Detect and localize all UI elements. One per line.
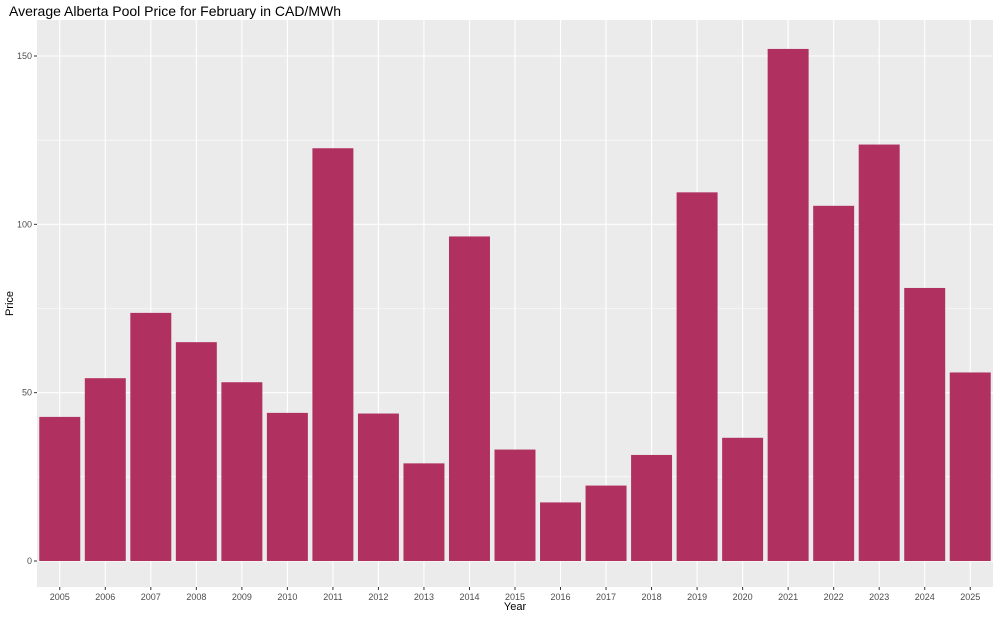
x-tick-label: 2012: [368, 592, 388, 602]
x-tick-label: 2021: [778, 592, 798, 602]
y-tick-label: 100: [17, 219, 32, 229]
chart-title: Average Alberta Pool Price for February …: [9, 3, 341, 19]
x-tick-label: 2007: [141, 592, 161, 602]
x-tick-label: 2024: [915, 592, 935, 602]
bar: [949, 372, 991, 561]
x-tick-label: 2005: [50, 592, 70, 602]
bar: [676, 192, 718, 561]
x-tick-label: 2023: [869, 592, 889, 602]
y-axis: 0 50 100 150: [17, 51, 37, 566]
bar: [84, 378, 126, 561]
x-tick-label: 2008: [186, 592, 206, 602]
x-tick-label: 2010: [277, 592, 297, 602]
bar: [39, 416, 81, 561]
y-tick-label: 50: [22, 388, 32, 398]
x-tick-label: 2018: [642, 592, 662, 602]
x-tick-label: 2009: [232, 592, 252, 602]
bar: [312, 148, 354, 561]
x-tick-label: 2013: [414, 592, 434, 602]
x-tick-label: 2016: [551, 592, 571, 602]
x-axis: 2005 2006 2007 2008 2009 2010 2011 2012 2013 2014…: [50, 587, 980, 602]
x-tick-label: 2020: [733, 592, 753, 602]
bar: [266, 412, 308, 561]
x-axis-title: Year: [504, 601, 527, 613]
y-tick-label: 0: [27, 556, 32, 566]
bars: [39, 48, 991, 562]
bar: [540, 502, 582, 561]
bar: [858, 144, 900, 561]
y-tick-label: 150: [17, 51, 32, 61]
bar: [175, 342, 217, 561]
x-tick-label: 2015: [505, 592, 525, 602]
bar: [904, 287, 946, 561]
x-tick-label: 2022: [824, 592, 844, 602]
bar: [631, 454, 673, 561]
x-tick-label: 2025: [960, 592, 980, 602]
x-tick-label: 2019: [687, 592, 707, 602]
bar: [448, 236, 490, 561]
bar: [357, 413, 399, 561]
bar: [494, 449, 536, 561]
bar: [221, 382, 263, 561]
x-tick-label: 2017: [596, 592, 616, 602]
bar: [813, 205, 855, 562]
x-tick-label: 2011: [323, 592, 342, 602]
bar: [585, 485, 627, 561]
bar: [767, 48, 809, 562]
bar: [722, 437, 764, 561]
bar: [403, 463, 445, 561]
y-axis-title: Price: [4, 291, 16, 316]
x-tick-label: 2014: [459, 592, 479, 602]
x-tick-label: 2006: [95, 592, 115, 602]
bar: [130, 312, 172, 561]
